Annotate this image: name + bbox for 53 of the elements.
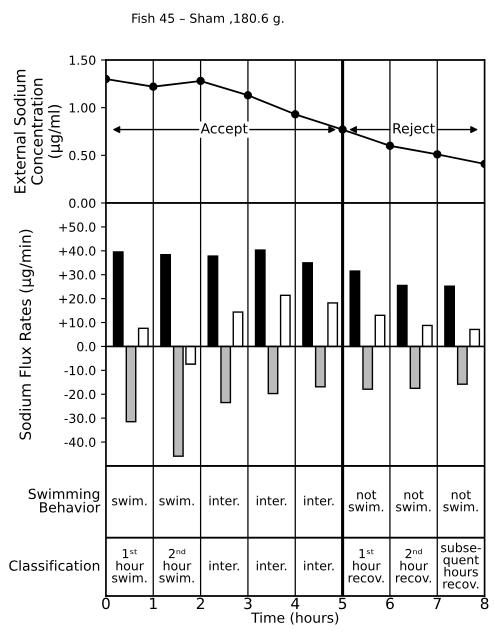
y-tick-label: -40.0 xyxy=(64,438,96,447)
annotation: 2ⁿᵈ hour swim. xyxy=(159,548,194,583)
annotation: 1ˢᵗ hour recov. xyxy=(348,549,384,583)
annotation: inter. xyxy=(256,560,286,570)
annotation: not swim. xyxy=(396,490,430,512)
y-tick-label: 0.00 xyxy=(69,198,96,208)
x-tick-label: 3 xyxy=(244,598,252,610)
x-tick-label: 0 xyxy=(102,598,110,610)
annotation: 1ˢᵗ hour swim. xyxy=(112,549,146,583)
annotation: inter. xyxy=(209,496,239,506)
y-tick-label: -10.0 xyxy=(64,366,96,376)
y-tick-label: +10.0 xyxy=(59,318,96,328)
x-tick-label: 7 xyxy=(434,598,441,609)
text: Swimming Behavior xyxy=(28,488,100,513)
text: Classification xyxy=(9,560,100,571)
y-tick-label: +40.0 xyxy=(59,246,96,256)
annotation: inter. xyxy=(304,560,334,570)
point xyxy=(291,110,300,119)
y-tick-label: +20.0 xyxy=(59,294,96,304)
annotation: inter. xyxy=(256,496,286,506)
x-axis-title: Time (hours) xyxy=(251,612,338,625)
y-tick-label: -20.0 xyxy=(64,390,96,400)
y-tick-label: +50.0 xyxy=(59,222,96,232)
chart-title: Fish 45 – Sham ,180.6 g. xyxy=(132,13,284,26)
x-tick-label: 1 xyxy=(150,598,157,609)
annotation: Accept xyxy=(200,123,248,136)
y-tick-label: 1.00 xyxy=(70,103,96,113)
point xyxy=(196,76,205,86)
annotation: Reject xyxy=(393,122,435,136)
y-tick-label: 0.50 xyxy=(69,150,96,160)
x-tick-label: 8 xyxy=(480,598,488,610)
annotation: inter. xyxy=(209,560,239,570)
x-tick-label: 2 xyxy=(196,598,204,609)
x-tick-label: 4 xyxy=(291,598,300,609)
y-axis-title: External Sodium Concentration (μg/ml) xyxy=(14,70,63,193)
annotation: not swim. xyxy=(443,490,478,512)
point xyxy=(433,150,442,159)
point xyxy=(386,142,394,150)
y-tick-label: -30.0 xyxy=(64,414,96,424)
point xyxy=(149,82,158,91)
y-tick-label: +30.0 xyxy=(59,270,96,280)
y-tick-label: 0.0 xyxy=(77,342,96,352)
point xyxy=(244,91,252,100)
x-tick-label: 6 xyxy=(386,598,394,610)
annotation: swim. xyxy=(112,496,146,506)
annotation: not swim. xyxy=(348,490,384,512)
annotation: 2ⁿᵈ hour recov. xyxy=(396,548,431,583)
y-axis-title: Sodium Flux Rates (μg/min) xyxy=(19,230,34,440)
annotation: subse- quent hours recov. xyxy=(441,542,481,589)
annotation: inter. xyxy=(304,496,334,506)
y-tick-label: 1.50 xyxy=(70,55,96,65)
annotation: swim. xyxy=(159,496,194,506)
x-tick-label: 5 xyxy=(338,598,346,610)
